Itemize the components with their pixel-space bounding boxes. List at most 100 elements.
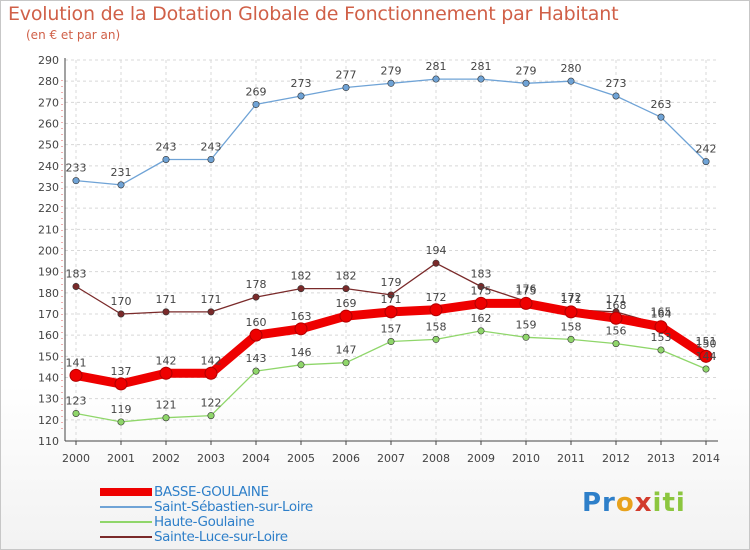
data-label: 242 [696,143,717,156]
data-label: 179 [381,276,402,289]
data-point [72,282,80,290]
data-label: 142 [201,354,222,367]
legend: BASSE-GOULAINE Saint-Sébastien-sur-Loire… [100,484,400,545]
y-tick-label: 220 [38,202,59,215]
legend-swatch-sainte-luce [100,536,152,538]
data-point [117,418,125,426]
legend-entry-sainte-luce: Sainte-Luce-sur-Loire [100,529,400,545]
data-label: 158 [426,320,447,333]
y-tick-label: 200 [38,245,59,258]
data-point [564,305,578,319]
x-tick-label: 2014 [692,452,720,465]
x-tick-label: 2006 [332,452,360,465]
y-tick-label: 210 [38,223,59,236]
data-point [207,412,215,420]
data-point [207,155,215,163]
data-point [342,359,350,367]
data-label: 194 [426,244,447,257]
data-point [294,322,308,336]
data-point [252,367,260,375]
data-point [432,335,440,343]
x-tick-label: 2005 [287,452,315,465]
chart-title: Evolution de la Dotation Globale de Fonc… [8,3,619,25]
data-label: 163 [291,310,312,323]
data-label: 121 [156,399,177,412]
legend-entry-saint-sebastien: Saint-Sébastien-sur-Loire [100,499,400,515]
legend-label-haute-goulaine: Haute-Goulaine [154,514,255,530]
x-tick-label: 2012 [602,452,630,465]
data-point [159,366,173,380]
data-label: 178 [246,278,267,291]
data-label: 156 [606,325,627,338]
data-label: 158 [561,320,582,333]
legend-label-saint-sebastien: Saint-Sébastien-sur-Loire [154,499,313,515]
y-tick-label: 170 [38,308,59,321]
data-label: 151 [696,335,717,348]
data-label: 150 [696,337,717,350]
legend-entry-haute-goulaine: Haute-Goulaine [100,514,400,530]
data-point [114,377,128,391]
data-label: 182 [291,270,312,283]
data-point [162,414,170,422]
x-tick-label: 2010 [512,452,540,465]
data-label: 164 [651,308,672,321]
data-label: 280 [561,62,582,75]
data-point [522,333,530,341]
y-tick-label: 130 [38,393,59,406]
data-point [519,296,533,310]
data-label: 141 [66,356,87,369]
x-tick-label: 2000 [62,452,90,465]
data-label: 119 [111,403,132,416]
x-tick-label: 2009 [467,452,495,465]
data-label: 273 [606,77,627,90]
data-point [387,79,395,87]
data-label: 281 [471,60,492,73]
data-point [339,309,353,323]
data-point [567,335,575,343]
data-point [432,259,440,267]
data-point [654,320,668,334]
data-label: 263 [651,98,672,111]
data-label: 144 [696,350,717,363]
grid-layer [65,59,718,442]
data-point [162,155,170,163]
x-tick-label: 2003 [197,452,225,465]
legend-entry-basse-goulaine: BASSE-GOULAINE [100,484,400,500]
data-label: 142 [156,354,177,367]
data-label: 175 [471,284,492,297]
y-tick-label: 240 [38,160,59,173]
data-point [702,158,710,166]
data-point [117,181,125,189]
data-label: 233 [66,162,87,175]
data-label: 165 [651,306,672,319]
data-point [567,77,575,85]
x-tick-label: 2001 [107,452,135,465]
data-point [699,349,713,363]
data-point [342,285,350,293]
data-label: 122 [201,397,222,410]
y-tick-label: 260 [38,118,59,131]
data-point [72,409,80,417]
y-tick-label: 120 [38,414,59,427]
data-label: 171 [201,293,222,306]
data-label: 172 [561,291,582,304]
data-label: 160 [246,316,267,329]
data-point [657,113,665,121]
data-label: 183 [471,267,492,280]
data-point [117,310,125,318]
data-label-layer: 233 231 243 243 269 273 277 279 281 281 279 280 273 2… [66,60,717,416]
data-label: 168 [606,299,627,312]
data-label: 279 [381,64,402,77]
data-point [69,368,83,382]
y-tick-label: 180 [38,287,59,300]
x-tick-label: 2002 [152,452,180,465]
data-label: 123 [66,394,87,407]
data-label: 170 [111,295,132,308]
y-tick-label: 280 [38,75,59,88]
data-point [477,75,485,83]
data-point [522,79,530,87]
data-label: 279 [516,64,537,77]
data-point [387,291,395,299]
data-point [342,84,350,92]
